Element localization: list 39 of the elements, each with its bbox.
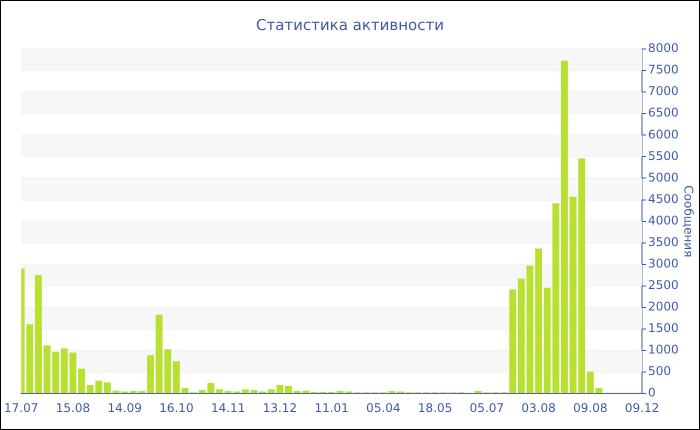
x-tick-label: 14.09 <box>107 400 142 415</box>
bar <box>302 390 310 394</box>
x-tick-label: 13.12 <box>262 400 298 415</box>
y-tick-label: 7500 <box>648 62 679 77</box>
x-tick-label: 18.05 <box>418 400 452 415</box>
y-tick-label: 8000 <box>648 41 679 56</box>
y-tick-label: 7000 <box>648 84 679 98</box>
x-tick-label: 09.12 <box>624 400 660 415</box>
y-tick-label: 6500 <box>648 106 679 120</box>
y-tick-label: 3000 <box>648 256 679 270</box>
x-tick-label: 14.11 <box>210 400 246 415</box>
y-tick-label: 1000 <box>648 342 679 357</box>
x-tick-label: 16.10 <box>159 400 194 415</box>
x-tick-label: 05.04 <box>366 400 401 415</box>
chart-title: Статистика активности <box>256 16 444 34</box>
bar <box>198 390 206 394</box>
y-tick-label: 3500 <box>648 234 679 249</box>
y-tick-label: 1500 <box>648 321 679 336</box>
bar <box>509 289 516 394</box>
y-tick-label: 500 <box>648 364 671 378</box>
bar <box>164 349 172 394</box>
y-tick-label: 0 <box>648 386 656 400</box>
y-tick-label: 4000 <box>648 213 679 228</box>
x-tick-label: 09.08 <box>573 400 608 415</box>
x-tick-label: 17.07 <box>4 400 38 415</box>
y-tick-label: 2000 <box>648 300 679 314</box>
y-tick-label: 6000 <box>648 127 679 142</box>
x-tick-label: 05.07 <box>470 400 504 415</box>
y-tick-label: 2500 <box>648 278 679 292</box>
x-tick-label: 11.01 <box>314 400 349 415</box>
bar <box>544 288 551 394</box>
y-tick-label: 5000 <box>648 170 679 184</box>
x-tick-label: 15.08 <box>56 400 90 415</box>
y-axis-title: Сообщения <box>682 185 696 258</box>
bar <box>60 348 68 394</box>
y-tick-label: 5500 <box>648 148 679 163</box>
bar <box>95 380 102 394</box>
x-tick-label: 03.08 <box>521 400 556 415</box>
y-tick-label: 4500 <box>648 192 679 206</box>
